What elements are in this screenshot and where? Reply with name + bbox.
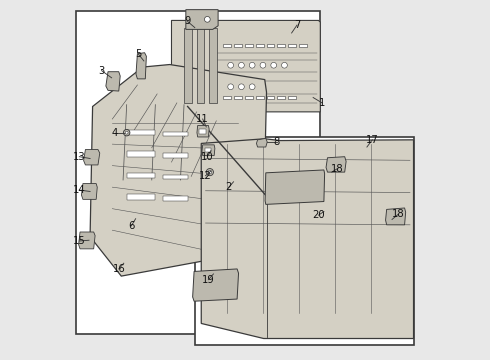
Polygon shape — [78, 232, 95, 249]
Circle shape — [271, 62, 276, 68]
FancyBboxPatch shape — [163, 196, 188, 201]
Polygon shape — [184, 28, 192, 103]
Text: 12: 12 — [199, 171, 212, 181]
Circle shape — [228, 84, 234, 90]
Polygon shape — [201, 139, 414, 338]
FancyBboxPatch shape — [163, 175, 188, 179]
Polygon shape — [265, 170, 324, 204]
Text: 2: 2 — [226, 182, 232, 192]
Circle shape — [228, 62, 234, 68]
Text: 17: 17 — [366, 135, 379, 145]
Text: 7: 7 — [294, 20, 300, 30]
FancyBboxPatch shape — [288, 96, 296, 99]
FancyBboxPatch shape — [163, 153, 188, 158]
Polygon shape — [186, 10, 218, 30]
FancyBboxPatch shape — [234, 96, 242, 99]
Text: 18: 18 — [331, 163, 344, 174]
FancyBboxPatch shape — [277, 44, 285, 47]
FancyBboxPatch shape — [199, 129, 206, 134]
Text: 13: 13 — [73, 152, 86, 162]
FancyBboxPatch shape — [195, 137, 414, 345]
Circle shape — [204, 17, 210, 22]
FancyBboxPatch shape — [288, 44, 296, 47]
FancyBboxPatch shape — [76, 12, 320, 334]
Circle shape — [206, 168, 214, 176]
Text: 8: 8 — [273, 137, 280, 147]
Text: 20: 20 — [312, 210, 325, 220]
Text: 3: 3 — [98, 66, 105, 76]
Circle shape — [208, 170, 212, 174]
Polygon shape — [136, 53, 147, 79]
Polygon shape — [209, 28, 217, 103]
Circle shape — [282, 62, 287, 68]
FancyBboxPatch shape — [163, 132, 188, 136]
Text: 6: 6 — [128, 221, 135, 231]
FancyBboxPatch shape — [126, 151, 155, 157]
Circle shape — [239, 62, 245, 68]
Circle shape — [239, 84, 245, 90]
FancyBboxPatch shape — [126, 130, 155, 135]
FancyBboxPatch shape — [245, 44, 253, 47]
Text: 11: 11 — [196, 114, 209, 124]
Text: 5: 5 — [135, 49, 141, 59]
Polygon shape — [197, 126, 209, 137]
Polygon shape — [81, 184, 97, 199]
FancyBboxPatch shape — [277, 96, 285, 99]
FancyBboxPatch shape — [267, 44, 274, 47]
Text: 16: 16 — [112, 264, 125, 274]
Circle shape — [260, 62, 266, 68]
Circle shape — [123, 130, 130, 136]
FancyBboxPatch shape — [223, 44, 231, 47]
Polygon shape — [106, 72, 120, 91]
FancyBboxPatch shape — [256, 96, 264, 99]
FancyBboxPatch shape — [299, 44, 307, 47]
FancyBboxPatch shape — [223, 96, 231, 99]
Polygon shape — [386, 208, 406, 225]
Circle shape — [125, 131, 128, 134]
Polygon shape — [84, 149, 100, 165]
FancyBboxPatch shape — [126, 194, 155, 200]
Polygon shape — [256, 138, 267, 147]
FancyBboxPatch shape — [267, 96, 274, 99]
Polygon shape — [193, 269, 239, 301]
FancyBboxPatch shape — [126, 173, 155, 178]
Text: 15: 15 — [73, 236, 86, 246]
Circle shape — [249, 62, 255, 68]
Text: 10: 10 — [201, 152, 214, 162]
FancyBboxPatch shape — [234, 44, 242, 47]
Polygon shape — [326, 157, 346, 172]
Text: 14: 14 — [73, 185, 86, 195]
Text: 19: 19 — [202, 275, 215, 285]
Text: 4: 4 — [112, 129, 118, 138]
Circle shape — [249, 84, 255, 90]
FancyBboxPatch shape — [256, 44, 264, 47]
Text: 9: 9 — [184, 17, 191, 27]
Text: 18: 18 — [392, 209, 405, 219]
FancyBboxPatch shape — [205, 148, 211, 152]
Polygon shape — [172, 21, 320, 112]
Text: 1: 1 — [319, 98, 325, 108]
Polygon shape — [90, 64, 267, 276]
Polygon shape — [196, 28, 204, 103]
FancyBboxPatch shape — [245, 96, 253, 99]
Polygon shape — [202, 145, 215, 156]
